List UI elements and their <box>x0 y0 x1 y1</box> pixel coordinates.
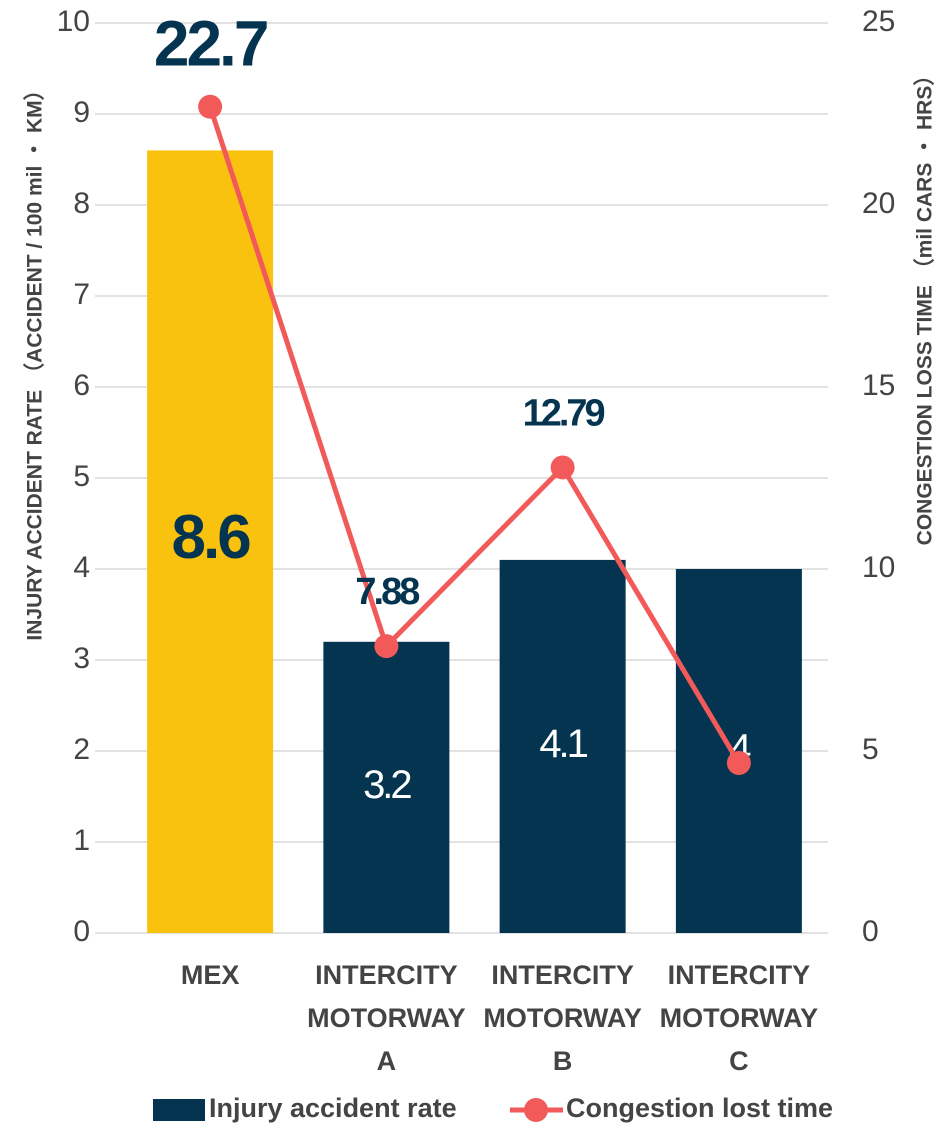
y-tick-label: 4 <box>73 551 90 584</box>
line-point <box>726 751 751 776</box>
legend-swatch <box>153 1099 205 1121</box>
y-tick-label: 10 <box>57 5 90 38</box>
bar-value-label: 4.1 <box>539 722 587 766</box>
y-tick-label: 7 <box>73 278 90 311</box>
legend-swatch <box>524 1098 548 1122</box>
x-tick-label: MOTORWAY <box>483 1003 642 1033</box>
bar-value-label: 3.2 <box>363 763 411 807</box>
line-point <box>374 634 399 659</box>
y-tick-label: 8 <box>73 187 90 220</box>
x-tick-label: C <box>729 1046 749 1076</box>
bar <box>323 641 450 933</box>
line-point <box>198 94 223 119</box>
y2-tick-label: 20 <box>862 187 895 220</box>
y2-axis-title: CONGESTION LOSS TIME （mil CARS ・ HRS） <box>913 65 937 546</box>
x-tick-label: INTERCITY <box>315 960 458 990</box>
y2-tick-label: 10 <box>862 551 895 584</box>
y2-tick-label: 0 <box>862 915 879 948</box>
line-point <box>550 455 575 480</box>
line-value-label: 12.79 <box>523 392 605 434</box>
y-tick-label: 9 <box>73 96 90 129</box>
y-tick-label: 1 <box>73 824 90 857</box>
line-value-label: 7.88 <box>355 571 419 613</box>
bar <box>499 559 626 933</box>
x-tick-label: MOTORWAY <box>660 1003 819 1033</box>
line-value-label: 22.7 <box>154 8 267 80</box>
y-tick-label: 6 <box>73 369 90 402</box>
x-tick-label: MEX <box>181 960 240 990</box>
x-tick-label: INTERCITY <box>668 960 811 990</box>
y-tick-label: 3 <box>73 642 90 675</box>
x-tick-label: INTERCITY <box>491 960 634 990</box>
y2-tick-label: 25 <box>862 5 895 38</box>
y-tick-label: 2 <box>73 733 90 766</box>
y-tick-label: 0 <box>73 915 90 948</box>
bar <box>675 569 802 933</box>
x-tick-label: MOTORWAY <box>307 1003 466 1033</box>
y2-tick-label: 15 <box>862 369 895 402</box>
bar <box>147 150 274 933</box>
legend-label: Injury accident rate <box>209 1093 457 1123</box>
x-tick-label: A <box>377 1046 397 1076</box>
line <box>207 105 742 765</box>
bar-value-label: 8.6 <box>172 503 251 572</box>
x-tick-label: B <box>553 1046 573 1076</box>
y-tick-label: 5 <box>73 460 90 493</box>
y-axis-title: INJURY ACCIDENT RATE （ACCIDENT / 100 mil… <box>23 79 47 640</box>
legend-label: Congestion lost time <box>566 1093 833 1123</box>
y2-tick-label: 5 <box>862 733 879 766</box>
